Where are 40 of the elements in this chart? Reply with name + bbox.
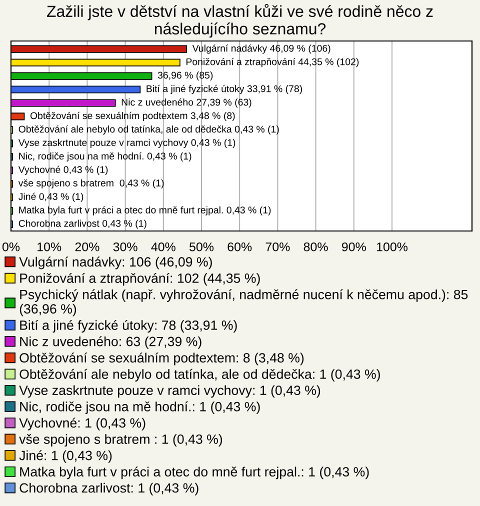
- x-tick-label: 20%: [75, 242, 100, 252]
- legend-label: Matka byla furt v práci a otec do mně furt rejpal.: 1 (0,43 %): [20, 466, 369, 480]
- data-label: 36,96 % (85): [158, 72, 213, 81]
- legend-label: Psychický nátlak (např. vyhrožování, nadměrné nucení k něčemu apod.): 85 (36,96 %): [20, 289, 468, 316]
- x-tick-label: 80%: [304, 242, 328, 252]
- data-label: vše spojeno s bratrem 0,43 % (1): [18, 179, 164, 188]
- legend-label: Bití a jiné fyzické útoky: 78 (33,91 %): [20, 320, 237, 333]
- x-tick-label: 100%: [376, 242, 408, 252]
- data-label: Vyse zaskrtnute pouze v ramci vychovy 0,43 % (1): [18, 138, 236, 148]
- data-label: Obtěžování se sexuálním podtextem 3,48 % (8): [30, 112, 235, 122]
- legend-label: Ponižování a ztrapňování: 102 (44,35 %): [20, 272, 260, 286]
- x-tick-label: 0%: [2, 242, 20, 252]
- data-label: Chorobna zarlivost 0,43 % (1): [18, 220, 146, 229]
- data-label: Nic, rodiče jsou na mě hodní. 0,43 % (1): [19, 152, 192, 162]
- data-label: Obtěžování ale nebylo od tatínka, ale od dědečka 0,43 % (1): [18, 125, 279, 135]
- data-label: Nic z uvedeného 27,39 % (63): [122, 98, 252, 108]
- legend-label: Vyse zaskrtnute pouze v ramci vychovy: 1 (0,43 %): [19, 385, 320, 398]
- legend-label: Nic z uvedeného: 63 (27,39 %): [20, 336, 202, 349]
- data-label: Matka byla furt v práci a otec do mně furt rejpal. 0,43 % (1): [19, 206, 271, 216]
- legend-label: vše spojeno s bratrem : 1 (0,43 %): [19, 434, 222, 447]
- x-tick-label: 10%: [38, 242, 62, 252]
- x-tick-label: 40%: [151, 242, 176, 252]
- x-tick-label: 70%: [266, 242, 290, 252]
- legend-label: Chorobna zarlivost: 1 (0,43 %): [20, 482, 198, 496]
- x-tick-label: 50%: [189, 242, 214, 252]
- data-label: Jiné 0,43 % (1): [18, 192, 84, 202]
- x-tick-label: 90%: [342, 242, 366, 252]
- x-tick-label: 60%: [228, 242, 252, 252]
- data-label: Bití a jiné fyzické útoky 33,91 % (78): [146, 84, 302, 94]
- data-label: Ponižování a ztrapňování 44,35 % (102): [186, 58, 359, 68]
- data-label: Vychovné 0,43 % (1): [18, 166, 108, 175]
- chart-title: Zažili jste v dětství na vlastní kůži ve své rodině něco z následujícího seznamu?: [46, 4, 433, 38]
- legend-label: Vulgární nadávky: 106 (46,09 %): [19, 256, 212, 270]
- legend-label: Nic, rodiče jsou na mě hodní.: 1 (0,43 %): [20, 401, 260, 414]
- x-tick-label: 30%: [113, 242, 138, 252]
- legend-label: Vychovné: 1 (0,43 %): [19, 418, 146, 430]
- legend-label: Jiné: 1 (0,43 %): [19, 450, 112, 463]
- legend-label: Obtěžování ale nebylo od tatínka, ale od dědečka: 1 (0,43 %): [20, 368, 380, 382]
- data-label: Vulgární nadávky 46,09 % (106): [192, 44, 330, 54]
- legend-label: Obtěžování se sexuálním podtextem: 8 (3,48 %): [20, 352, 304, 366]
